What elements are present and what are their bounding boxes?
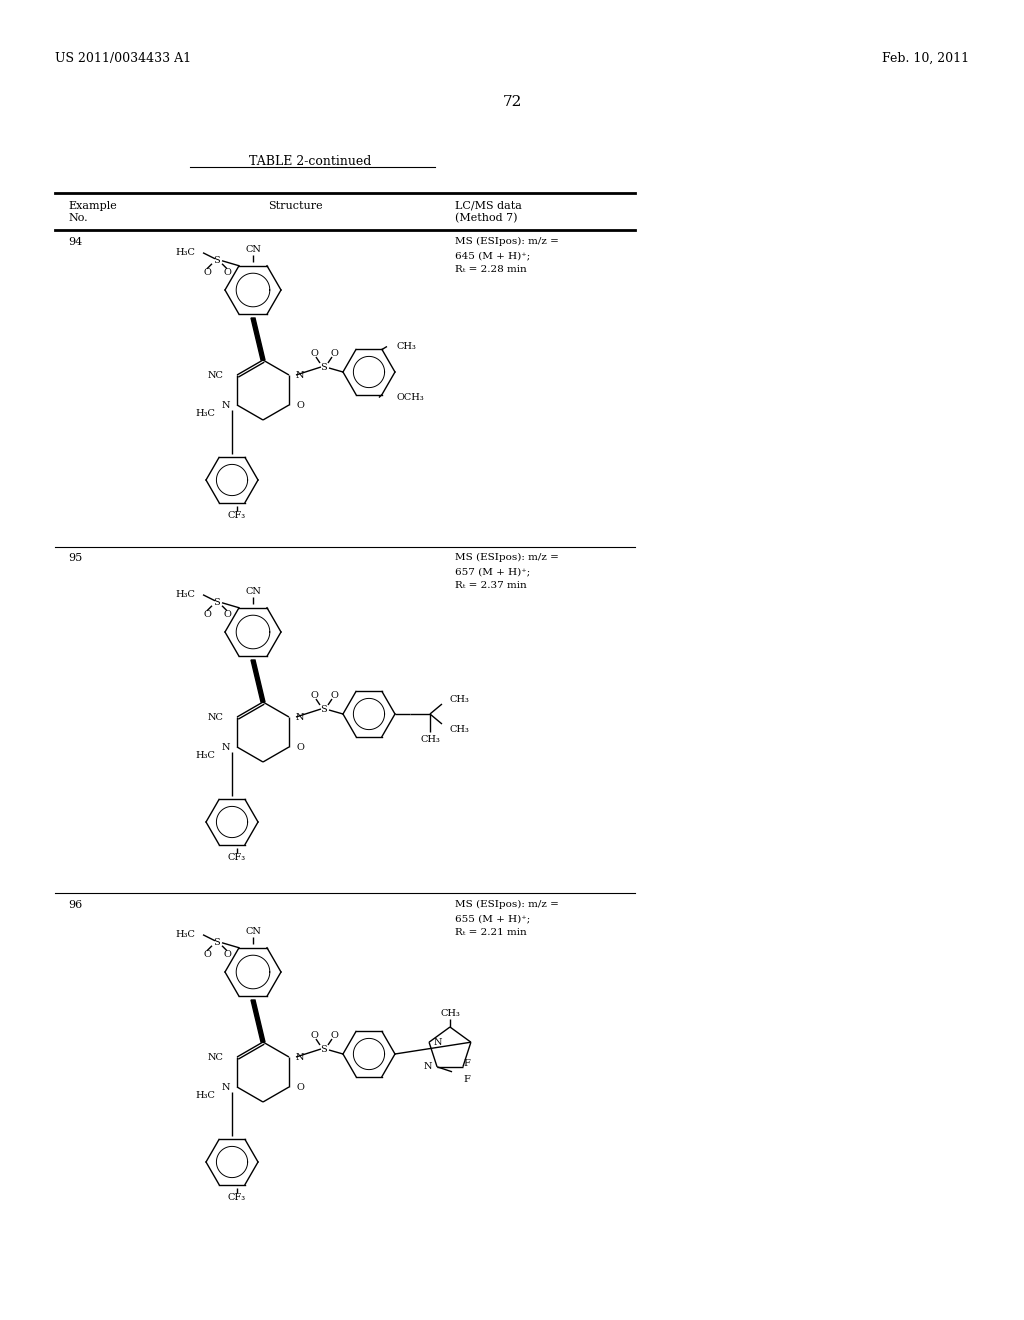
- Text: CH₃: CH₃: [450, 725, 470, 734]
- Text: F: F: [464, 1059, 470, 1068]
- Text: O: O: [203, 268, 211, 277]
- Text: 645 (M + H)⁺;: 645 (M + H)⁺;: [455, 251, 530, 260]
- Text: CN: CN: [245, 246, 261, 255]
- Text: H₃C: H₃C: [196, 408, 215, 417]
- Polygon shape: [251, 1001, 265, 1041]
- Text: Example: Example: [68, 201, 117, 211]
- Text: O: O: [223, 950, 231, 960]
- Text: O: O: [223, 610, 231, 619]
- Text: N: N: [296, 713, 304, 722]
- Text: O: O: [310, 1031, 317, 1040]
- Text: Structure: Structure: [267, 201, 323, 211]
- Text: O: O: [223, 268, 231, 277]
- Text: S: S: [214, 598, 220, 607]
- Text: N: N: [296, 1052, 304, 1061]
- Text: S: S: [321, 1044, 328, 1053]
- Text: CN: CN: [245, 928, 261, 936]
- Text: N: N: [434, 1038, 442, 1047]
- Text: O: O: [297, 1082, 305, 1092]
- Text: 96: 96: [68, 900, 82, 909]
- Text: S: S: [214, 256, 220, 265]
- Text: N: N: [296, 371, 304, 380]
- Text: O: O: [310, 690, 317, 700]
- Text: S: S: [321, 363, 328, 371]
- Text: N: N: [221, 400, 230, 409]
- Text: H₃C: H₃C: [175, 931, 195, 940]
- Text: CF₃: CF₃: [228, 511, 246, 520]
- Polygon shape: [251, 660, 265, 702]
- Text: MS (ESIpos): m/z =: MS (ESIpos): m/z =: [455, 238, 559, 246]
- Text: S: S: [214, 939, 220, 948]
- Text: N: N: [221, 742, 230, 751]
- Text: US 2011/0034433 A1: US 2011/0034433 A1: [55, 51, 191, 65]
- Text: CN: CN: [245, 587, 261, 597]
- Text: 94: 94: [68, 238, 82, 247]
- Text: O: O: [203, 610, 211, 619]
- Text: CH₃: CH₃: [450, 694, 470, 704]
- Text: F: F: [464, 1076, 470, 1084]
- Text: 72: 72: [503, 95, 521, 110]
- Text: H₃C: H₃C: [196, 1090, 215, 1100]
- Text: H₃C: H₃C: [196, 751, 215, 759]
- Text: NC: NC: [207, 1052, 223, 1061]
- Text: Rₜ = 2.37 min: Rₜ = 2.37 min: [455, 581, 526, 590]
- Text: O: O: [297, 400, 305, 409]
- Text: CH₃: CH₃: [397, 342, 417, 351]
- Text: 95: 95: [68, 553, 82, 564]
- Text: N: N: [424, 1063, 432, 1072]
- Text: NC: NC: [207, 371, 223, 380]
- Text: LC/MS data: LC/MS data: [455, 201, 522, 211]
- Text: N: N: [221, 1082, 230, 1092]
- Text: MS (ESIpos): m/z =: MS (ESIpos): m/z =: [455, 553, 559, 562]
- Text: NC: NC: [207, 713, 223, 722]
- Text: MS (ESIpos): m/z =: MS (ESIpos): m/z =: [455, 900, 559, 909]
- Text: CH₃: CH₃: [420, 734, 440, 743]
- Text: (Method 7): (Method 7): [455, 213, 517, 223]
- Text: Feb. 10, 2011: Feb. 10, 2011: [882, 51, 969, 65]
- Text: S: S: [321, 705, 328, 714]
- Polygon shape: [251, 318, 265, 360]
- Text: O: O: [297, 742, 305, 751]
- Text: H₃C: H₃C: [175, 590, 195, 599]
- Text: TABLE 2-continued: TABLE 2-continued: [249, 154, 371, 168]
- Text: O: O: [310, 348, 317, 358]
- Text: H₃C: H₃C: [175, 248, 195, 257]
- Text: CF₃: CF₃: [228, 1193, 246, 1203]
- Text: 657 (M + H)⁺;: 657 (M + H)⁺;: [455, 568, 530, 576]
- Text: Rₜ = 2.21 min: Rₜ = 2.21 min: [455, 928, 526, 937]
- Text: OCH₃: OCH₃: [397, 393, 425, 403]
- Text: CF₃: CF₃: [228, 854, 246, 862]
- Text: O: O: [330, 1031, 338, 1040]
- Text: O: O: [330, 348, 338, 358]
- Text: Rₜ = 2.28 min: Rₜ = 2.28 min: [455, 265, 526, 275]
- Text: CH₃: CH₃: [440, 1008, 460, 1018]
- Text: No.: No.: [68, 213, 88, 223]
- Text: O: O: [203, 950, 211, 960]
- Text: O: O: [330, 690, 338, 700]
- Text: 655 (M + H)⁺;: 655 (M + H)⁺;: [455, 913, 530, 923]
